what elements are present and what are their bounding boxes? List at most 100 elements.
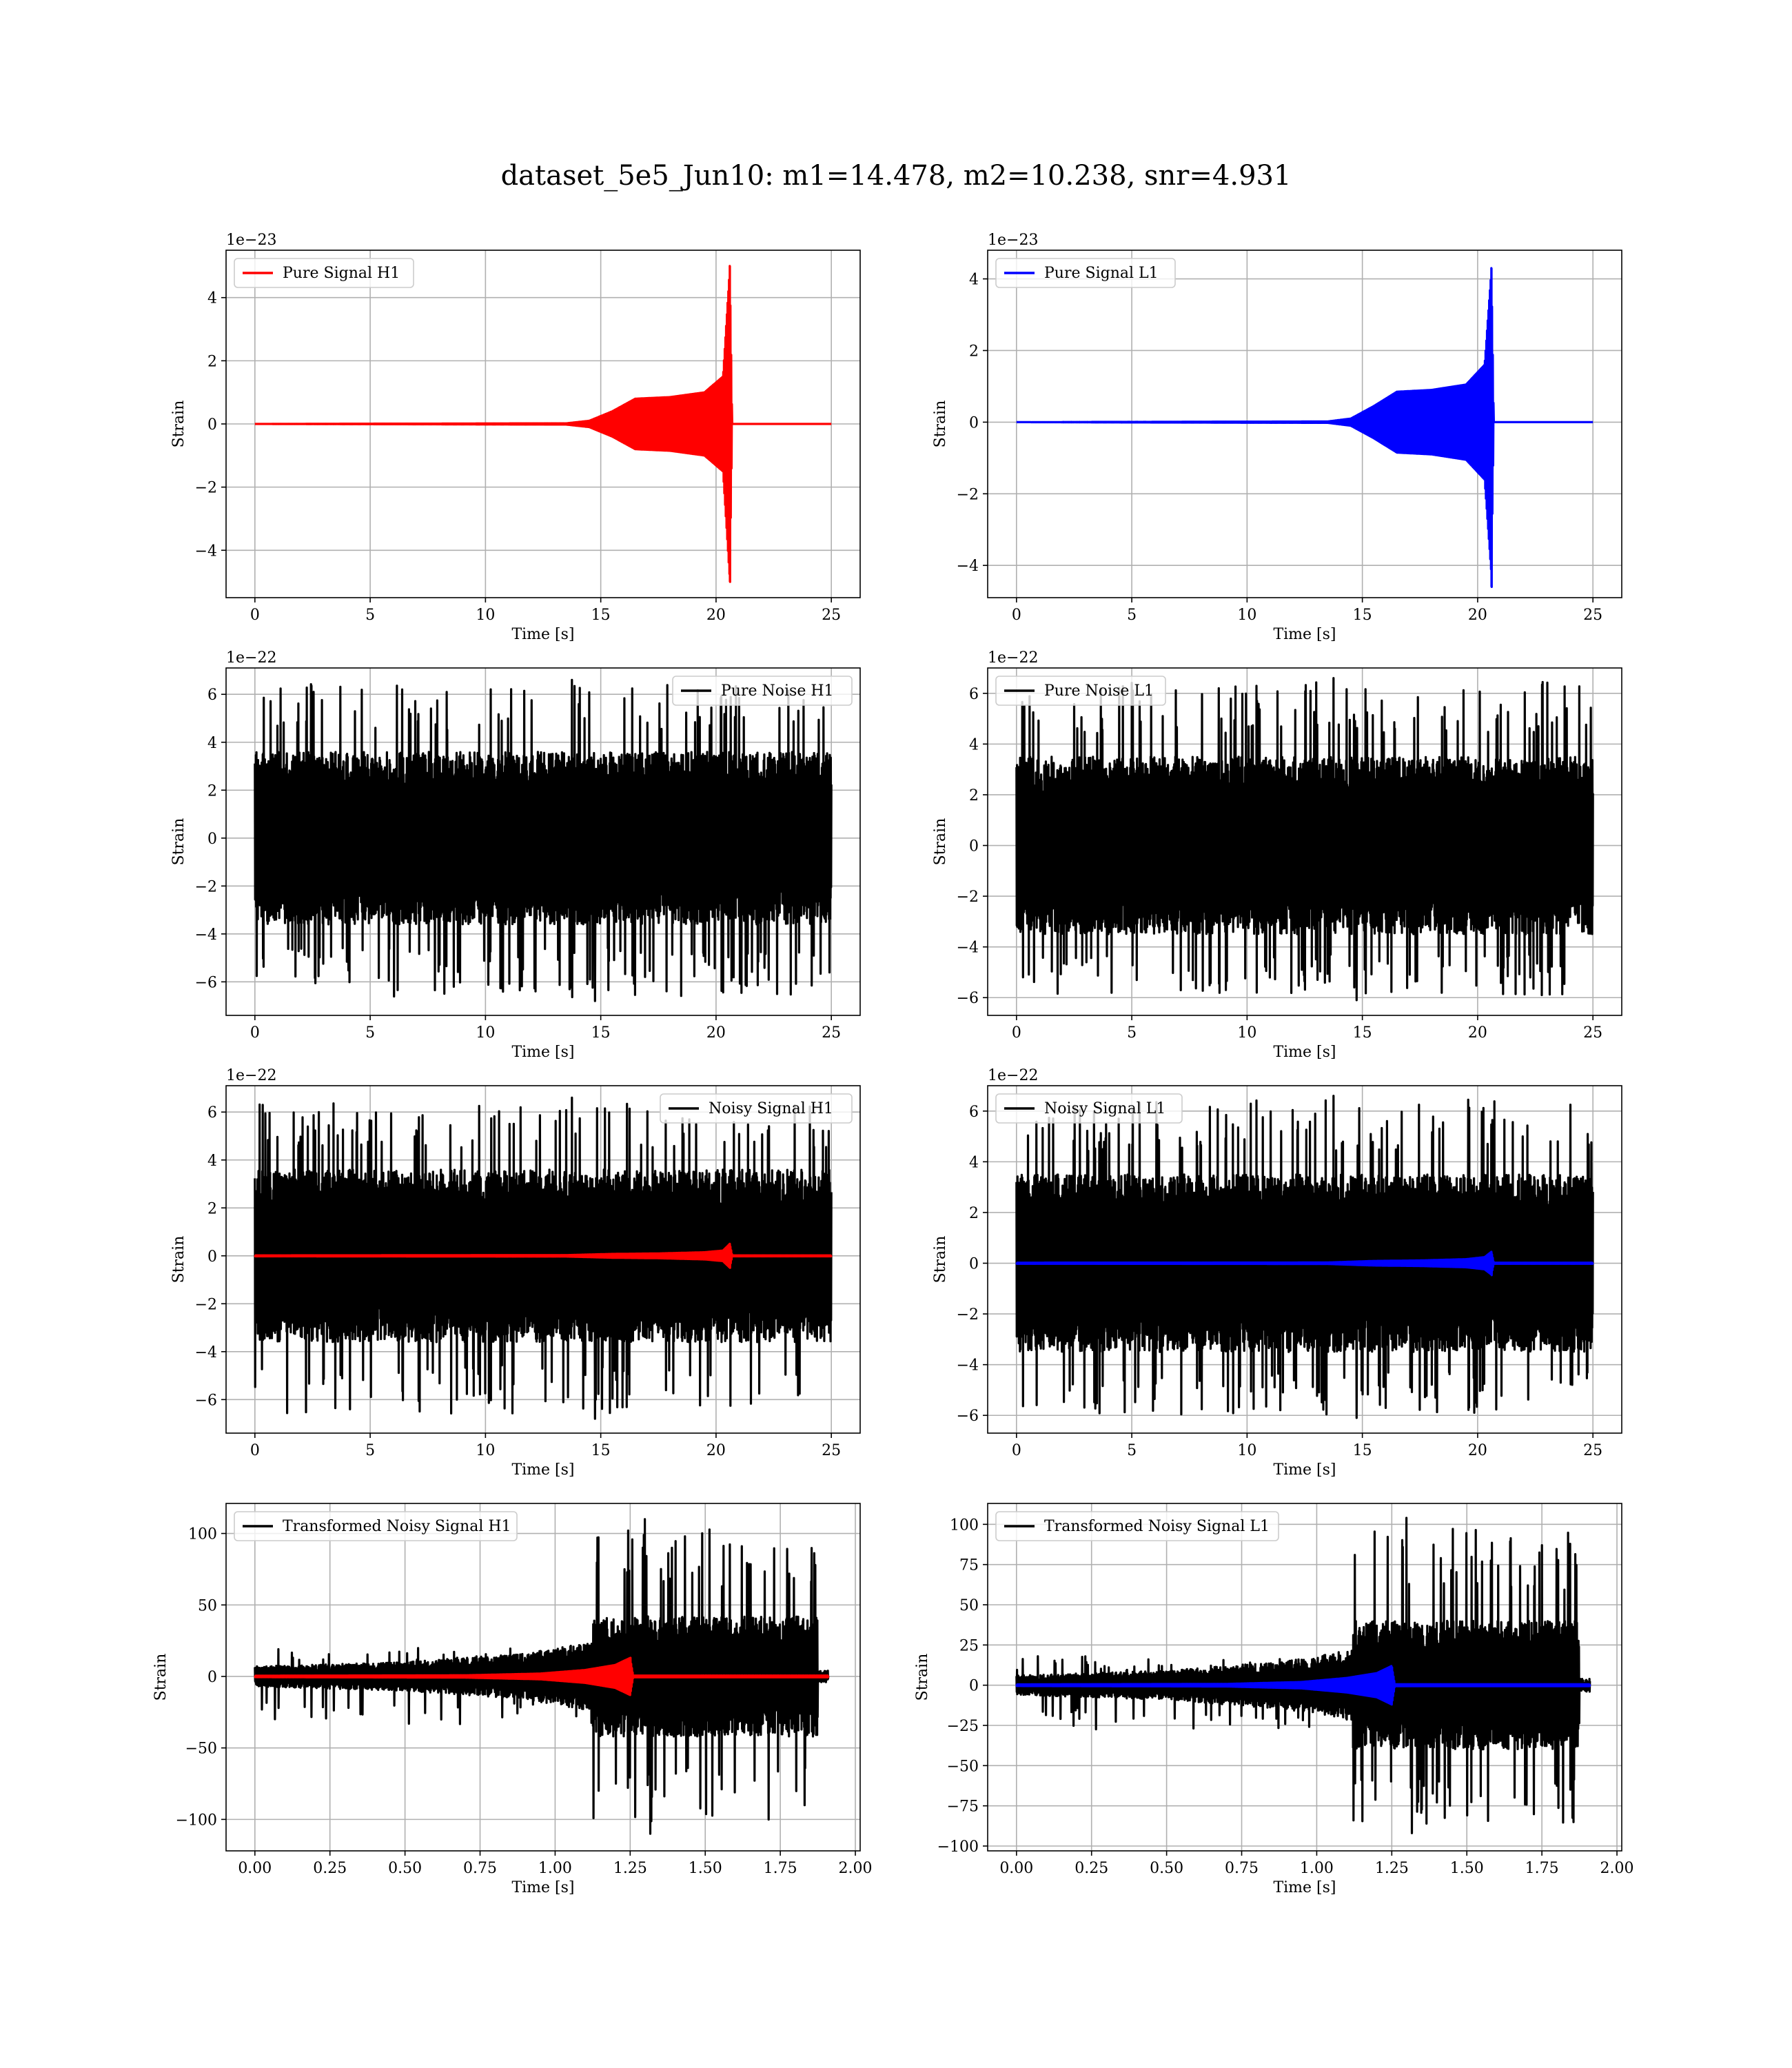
plot-area: [1015, 1095, 1594, 1419]
x-tick-label: 20: [706, 607, 726, 624]
x-tick-label: 2.00: [1600, 1860, 1634, 1877]
x-tick-label: 10: [476, 607, 495, 624]
x-tick-label: 0.25: [1075, 1860, 1108, 1877]
panel-pure-signal-h1: 0 5 10 15 20 25 −4 −2 0 2 4 Time [s] Strain 1e−23 Pure…: [170, 232, 861, 643]
x-axis-label: Time [s]: [511, 1461, 574, 1479]
y-tick-label: −6: [195, 1392, 217, 1409]
series-line-overlay-1: [254, 1656, 830, 1696]
x-axis-label: Time [s]: [1273, 1044, 1336, 1061]
legend-label: Noisy Signal L1: [1044, 1100, 1165, 1117]
x-tick-label: 0.00: [238, 1860, 272, 1877]
x-tick-label: 25: [1583, 1024, 1602, 1042]
legend-label: Transformed Noisy Signal L1: [1044, 1518, 1270, 1535]
series-line-pure-signal-l1: [1015, 267, 1594, 588]
y-tick-label: 75: [959, 1557, 979, 1574]
y-axis-label: Strain: [152, 1654, 170, 1701]
y-tick-label: 2: [207, 353, 217, 370]
x-tick-label: 15: [591, 1024, 611, 1042]
series-line-pure-noise-h1: [254, 678, 833, 1002]
x-tick-label: 20: [1468, 1024, 1487, 1042]
y-axis-label: Strain: [170, 401, 187, 448]
x-tick-label: 25: [822, 607, 841, 624]
x-tick-label: 1.00: [1300, 1860, 1334, 1877]
plot-area: [254, 1096, 833, 1420]
y-tick-label: 0: [969, 1678, 979, 1695]
y-axis-label: Strain: [932, 1236, 949, 1284]
y-tick-label: 100: [950, 1517, 979, 1534]
y-offset-text: 1e−22: [988, 1067, 1038, 1084]
x-tick-label: 5: [1127, 607, 1137, 624]
y-tick-label: −6: [957, 990, 979, 1007]
y-tick-label: −4: [195, 926, 217, 944]
y-tick-label: −6: [957, 1408, 979, 1425]
legend-box: [234, 1511, 518, 1541]
x-tick-label: 25: [822, 1024, 841, 1042]
x-tick-label: 1.50: [1450, 1860, 1484, 1877]
x-tick-label: 0.25: [313, 1860, 347, 1877]
x-tick-label: 15: [591, 607, 611, 624]
panel-transformed-noisy-signal-l1: 0.00 0.25 0.50 0.75 1.00 1.25 1.50 1.75 2.00 −100…: [914, 1503, 1634, 1896]
y-tick-label: 50: [959, 1597, 979, 1614]
y-tick-label: 2: [207, 1200, 217, 1217]
x-tick-label: 15: [1353, 607, 1372, 624]
x-tick-label: 10: [1237, 607, 1256, 624]
legend-label: Pure Noise L1: [1044, 682, 1154, 700]
legend-box: [995, 258, 1176, 288]
y-tick-label: 4: [207, 290, 217, 307]
series-line-pure-signal-h1: [254, 265, 833, 583]
x-tick-label: 1.75: [1525, 1860, 1559, 1877]
y-tick-label: 6: [969, 686, 979, 703]
legend: Pure Signal H1: [234, 258, 414, 288]
x-axis-label: Time [s]: [1273, 626, 1336, 643]
y-tick-label: −2: [195, 1296, 217, 1313]
y-tick-label: 4: [969, 736, 979, 753]
legend-label: Pure Signal L1: [1044, 265, 1159, 282]
legend-box: [660, 1093, 853, 1124]
x-tick-label: 5: [365, 1442, 375, 1459]
y-tick-label: −100: [176, 1812, 217, 1829]
panel-transformed-noisy-signal-h1: 0.00 0.25 0.50 0.75 1.00 1.25 1.50 1.75 2.00 −100…: [152, 1503, 873, 1896]
axes-frame: [987, 250, 1622, 598]
x-tick-label: 10: [476, 1442, 495, 1459]
y-offset-text: 1e−22: [226, 1067, 276, 1084]
axes-frame: [225, 667, 861, 1016]
x-tick-label: 10: [1237, 1442, 1256, 1459]
legend: Pure Signal L1: [995, 258, 1176, 288]
legend-box: [995, 1093, 1183, 1124]
y-tick-label: 100: [188, 1526, 217, 1543]
plot-area: [254, 1518, 830, 1835]
legend-label: Pure Signal H1: [283, 265, 400, 282]
y-tick-label: −6: [195, 974, 217, 991]
y-tick-label: 0: [207, 1248, 217, 1266]
x-tick-label: 0.50: [388, 1860, 422, 1877]
x-tick-label: 5: [1127, 1024, 1137, 1042]
x-axis-label: Time [s]: [1273, 1879, 1336, 1896]
x-tick-label: 0: [250, 1024, 260, 1042]
y-tick-label: 6: [969, 1104, 979, 1121]
series-line-overlay-1: [1015, 1250, 1594, 1277]
x-tick-label: 15: [591, 1442, 611, 1459]
y-tick-label: 6: [207, 1104, 217, 1122]
x-tick-label: 1.25: [1375, 1860, 1409, 1877]
y-axis-label: Strain: [170, 818, 187, 866]
x-tick-label: 15: [1353, 1024, 1372, 1042]
x-tick-label: 25: [1583, 1442, 1602, 1459]
x-tick-label: 5: [1127, 1442, 1137, 1459]
y-tick-label: −4: [195, 543, 217, 560]
panel-pure-signal-l1: 0 5 10 15 20 25 −4 −2 0 2 4 Time [s] Strain 1e−23 Pure…: [932, 232, 1622, 643]
legend-box: [672, 676, 853, 706]
panel-noisy-signal-h1: 0 5 10 15 20 25 −6 −4 −2 0 2 4 6 Time [s] Strain 1e−22 N…: [170, 1067, 861, 1479]
legend: Noisy Signal L1: [995, 1093, 1183, 1124]
y-axis-label: Strain: [170, 1236, 187, 1284]
plot-area: [1015, 677, 1594, 1002]
x-tick-label: 15: [1353, 1442, 1372, 1459]
x-tick-label: 0: [250, 1442, 260, 1459]
y-tick-label: 4: [969, 272, 979, 289]
y-tick-label: −2: [957, 889, 979, 906]
x-axis-label: Time [s]: [1273, 1461, 1336, 1479]
series-line-pure-noise-l1: [1015, 677, 1594, 1002]
series-line-overlay-1: [254, 1242, 833, 1269]
